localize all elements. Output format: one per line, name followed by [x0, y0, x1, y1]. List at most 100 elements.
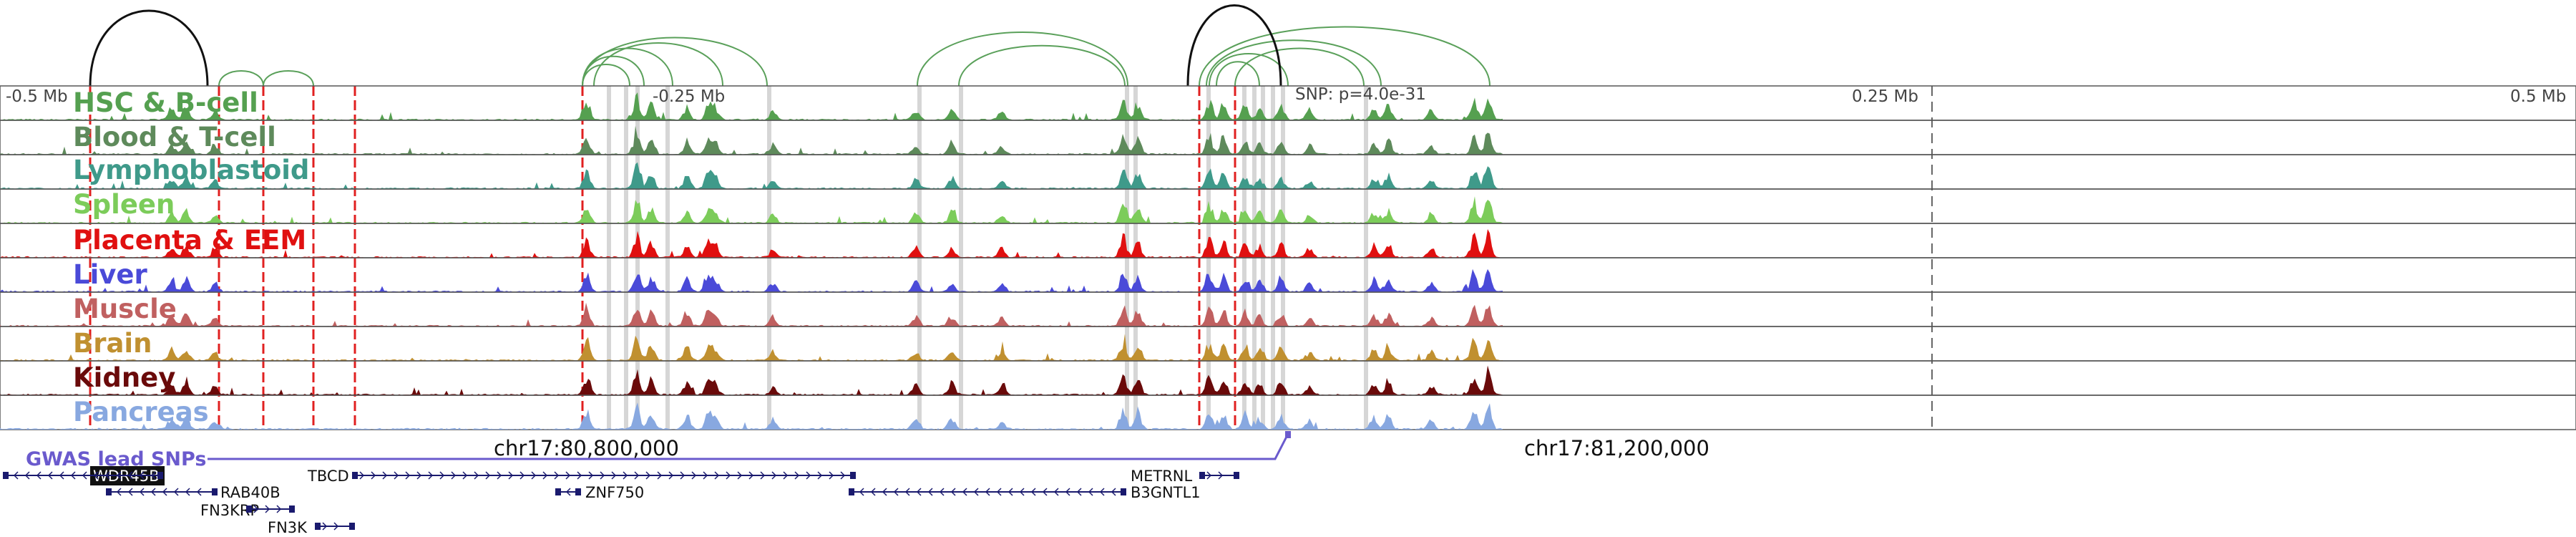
track-labels: HSC & B-cell Blood & T-cell Lymphoblasto… — [73, 87, 309, 427]
gene-rab40b-exon — [106, 488, 112, 495]
track-label-pancreas: Pancreas — [73, 397, 209, 427]
gene-tbcd-strand-arrow — [405, 471, 411, 480]
chromatin-loop-arc — [263, 70, 314, 87]
gene-label-metrnl[interactable]: METRNL — [1131, 468, 1193, 485]
gene-tbcd-strand-arrow — [451, 471, 457, 480]
gene-tbcd-strand-arrow — [760, 471, 766, 480]
gene-b3gntl1-strand-arrow — [950, 488, 956, 496]
gene-tbcd-strand-arrow — [771, 471, 777, 480]
chromatin-loop-arc — [917, 32, 1128, 87]
gene-tbcd-strand-arrow — [588, 471, 594, 480]
track-frame — [0, 85, 2576, 121]
track-label-spleen: Spleen — [73, 189, 175, 220]
gene-tbcd-strand-arrow — [565, 471, 571, 480]
snp-pvalue-label: SNP: p=4.0e-31 — [1295, 85, 1426, 104]
chromatin-loops — [89, 4, 1491, 87]
track-label-hsc-b-cell: HSC & B-cell — [73, 87, 258, 118]
signal-muscle — [0, 302, 1503, 326]
gene-tbcd-strand-arrow — [840, 471, 846, 480]
gene-fn3krp-strand-arrow — [253, 505, 259, 513]
scale-mid-right-label: 0.25 Mb — [1852, 87, 1918, 106]
gene-label-znf750[interactable]: ZNF750 — [585, 484, 644, 501]
gene-b3gntl1-strand-arrow — [859, 488, 864, 496]
gene-wdr45b-strand-arrow — [36, 471, 42, 480]
track-label-placenta-eem: Placenta & EEM — [73, 225, 306, 256]
gene-tbcd-strand-arrow — [806, 471, 811, 480]
track-label-lymphoblastoid: Lymphoblastoid — [73, 155, 309, 185]
gene-znf750-exon — [555, 488, 561, 495]
gene-b3gntl1-strand-arrow — [939, 488, 945, 496]
gene-b3gntl1-strand-arrow — [1099, 488, 1105, 496]
gene-wdr45b-strand-arrow — [139, 471, 145, 480]
gene-b3gntl1-strand-arrow — [882, 488, 887, 496]
gene-wdr45b-strand-arrow — [104, 471, 110, 480]
gene-znf750-exon — [575, 488, 581, 495]
track-frame — [0, 257, 2576, 293]
gene-tbcd-strand-arrow — [737, 471, 743, 480]
signal-spleen — [0, 196, 1503, 223]
gene-wdr45b-strand-arrow — [59, 471, 64, 480]
chromatin-loop-arc — [1206, 39, 1382, 87]
gene-tbcd-strand-arrow — [691, 471, 697, 480]
scale-right-label: 0.5 Mb — [2510, 87, 2566, 106]
chromatin-loop-arc — [593, 42, 723, 87]
track-frame — [0, 154, 2576, 190]
gene-tbcd-strand-arrow — [359, 471, 365, 480]
signal-lymphoblastoid — [0, 162, 1503, 189]
gene-fn3krp-strand-arrow — [265, 505, 270, 513]
chromatin-loop-arc — [1199, 26, 1491, 87]
gene-b3gntl1-strand-arrow — [1008, 488, 1013, 496]
gene-label-rab40b[interactable]: RAB40B — [220, 484, 280, 501]
scale-mid-left-label: -0.25 Mb — [653, 87, 725, 106]
gene-fn3k-exon — [315, 523, 321, 530]
gene-tbcd-strand-arrow — [382, 471, 388, 480]
gene-label-fn3k[interactable]: FN3K — [268, 519, 308, 536]
gene-rab40b-strand-arrow — [127, 488, 133, 496]
gene-rab40b-strand-arrow — [139, 488, 145, 496]
gene-rab40b-exon — [212, 488, 218, 495]
chromatin-loop-arc — [582, 47, 673, 87]
gene-fn3k-strand-arrow — [322, 522, 328, 531]
chromatin-loop-arc — [218, 70, 264, 87]
gene-tbcd-exon — [352, 472, 358, 479]
gene-fn3k-strand-arrow — [333, 522, 339, 531]
gene-tbcd-strand-arrow — [371, 471, 376, 480]
signal-pancreas — [0, 402, 1503, 430]
chromatin-loop-arc — [1209, 53, 1289, 87]
gene-tbcd-strand-arrow — [519, 471, 525, 480]
scale-left-label: -0.5 Mb — [6, 87, 68, 106]
gene-b3gntl1-strand-arrow — [985, 488, 990, 496]
gene-wdr45b-exon — [157, 472, 163, 479]
gene-tbcd-strand-arrow — [748, 471, 754, 480]
gene-tbcd-strand-arrow — [474, 471, 479, 480]
gene-label-b3gntl1[interactable]: B3GNTL1 — [1131, 484, 1201, 501]
gene-rab40b-strand-arrow — [116, 488, 122, 496]
gene-tbcd-strand-arrow — [634, 471, 640, 480]
gene-b3gntl1-strand-arrow — [1019, 488, 1025, 496]
gene-b3gntl1-strand-arrow — [927, 488, 933, 496]
gene-tbcd-strand-arrow — [714, 471, 720, 480]
gene-tbcd-strand-arrow — [485, 471, 491, 480]
gene-tbcd-strand-arrow — [657, 471, 663, 480]
track-frame — [0, 326, 2576, 362]
track-label-liver: Liver — [73, 259, 147, 290]
gene-fn3krp-strand-arrow — [276, 505, 282, 513]
gene-b3gntl1-strand-arrow — [1065, 488, 1070, 496]
gene-b3gntl1-strand-arrow — [870, 488, 876, 496]
gene-b3gntl1-exon — [849, 488, 854, 495]
gene-wdr45b-strand-arrow — [24, 471, 30, 480]
gene-tbcd-strand-arrow — [531, 471, 537, 480]
gene-tbcd-strand-arrow — [783, 471, 789, 480]
gene-tbcd-strand-arrow — [394, 471, 399, 480]
gene-tbcd-strand-arrow — [416, 471, 422, 480]
chromatin-loop-arc — [958, 44, 1126, 87]
gene-tbcd-strand-arrow — [726, 471, 731, 480]
gene-label-tbcd[interactable]: TBCD — [307, 468, 349, 485]
gene-wdr45b-exon — [3, 472, 9, 479]
signal-tracks — [0, 85, 2576, 430]
gene-tbcd-strand-arrow — [829, 471, 834, 480]
gene-znf750-strand-arrow — [565, 488, 571, 496]
gene-b3gntl1-strand-arrow — [916, 488, 922, 496]
track-label-blood-t-cell: Blood & T-cell — [73, 122, 276, 153]
track-frame — [0, 395, 2576, 430]
